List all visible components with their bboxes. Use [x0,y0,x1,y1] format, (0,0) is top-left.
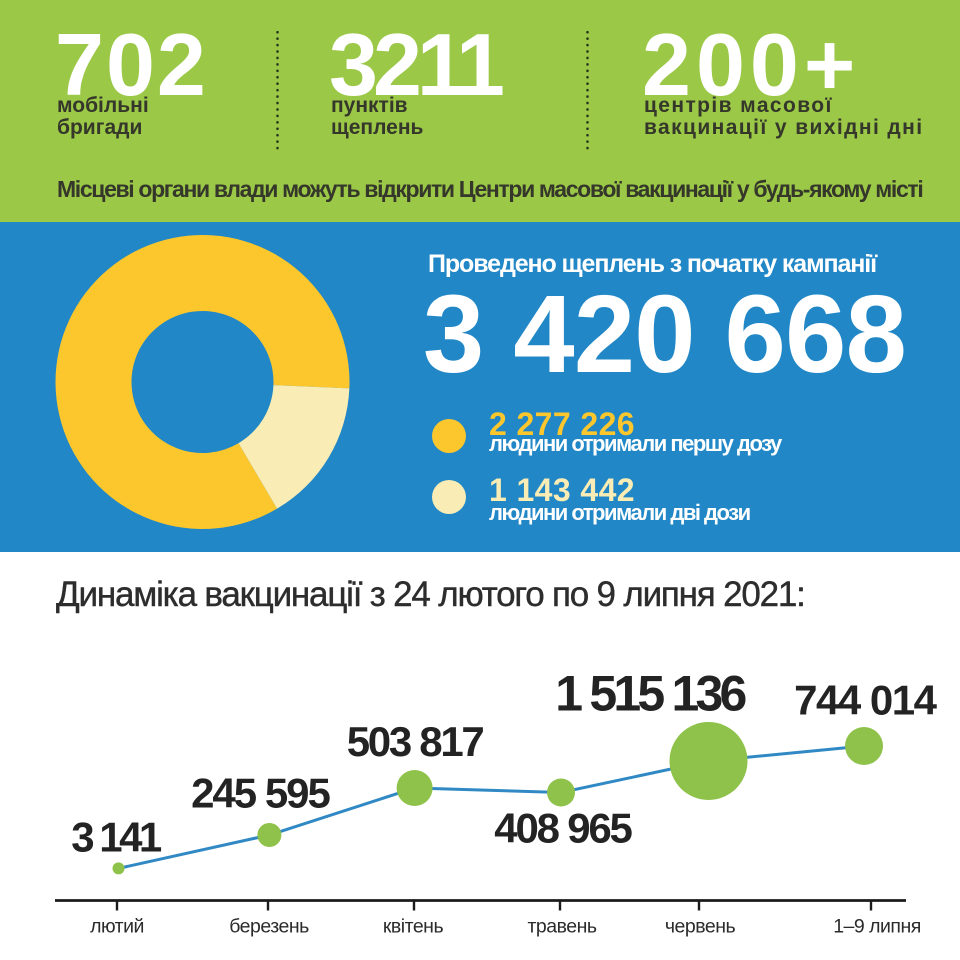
stat-label: центрів масової вакцинації у вихідні дні [644,94,924,139]
data-point-bubble [547,778,575,807]
legend-dot-two-doses [431,479,466,514]
data-point-bubble [257,823,282,847]
top-stats-band: 702 мобільні бригади 3211 пунктів щеплен… [0,0,960,222]
legend-label-two-doses: людини отримали дві дози [489,500,751,526]
legend-value-two-doses: 1 143 442 [489,471,635,508]
stat-label: пунктів щеплень [331,94,424,139]
x-axis-month-label: квітень [383,916,444,938]
dotted-separator [586,29,590,152]
data-point-bubble [669,722,748,800]
data-point-value-label: 744 014 [794,677,937,724]
data-point-value-label: 1 515 136 [555,665,745,721]
chart-title: Динаміка вакцинації з 24 лютого по 9 лип… [56,575,806,614]
campaign-heading: Проведено щеплень з початку кампанії [428,250,877,278]
data-point-value-label: 503 817 [347,718,484,765]
x-axis-month-label: травень [527,916,596,938]
banner-text: Місцеві органи влади можуть відкрити Цен… [57,176,924,202]
stat-value: 3211 [329,15,505,114]
dotted-separator [276,29,280,152]
x-axis-month-label: березень [229,916,309,938]
data-point-bubble [396,770,433,806]
data-point-bubble [112,862,125,875]
x-axis-month-label: 1–9 липня [833,916,921,938]
campaign-band: Проведено щеплень з початку кампанії 3 4… [0,222,960,552]
data-point-bubble [845,727,883,765]
x-axis-month-label: лютий [90,916,144,938]
donut-chart [55,235,350,529]
stat-value: 200+ [642,15,861,114]
data-point-value-label: 3 141 [71,814,162,861]
stat-value: 702 [55,15,208,114]
dynamics-section: Динаміка вакцинації з 24 лютого по 9 лип… [0,552,960,960]
campaign-total: 3 420 668 [423,272,907,396]
stat-label: мобільні бригади [57,94,149,139]
legend-dot-first-dose [431,419,466,453]
legend-label-first-dose: людини отримали першу дозу [489,430,782,456]
donut-segment-two-doses [238,385,350,509]
legend-value-first-dose: 2 277 226 [489,405,635,442]
data-point-value-label: 245 595 [191,770,330,817]
donut-segment-first-dose [55,235,350,529]
data-point-value-label: 408 965 [494,805,632,852]
x-axis-month-label: червень [665,916,736,938]
